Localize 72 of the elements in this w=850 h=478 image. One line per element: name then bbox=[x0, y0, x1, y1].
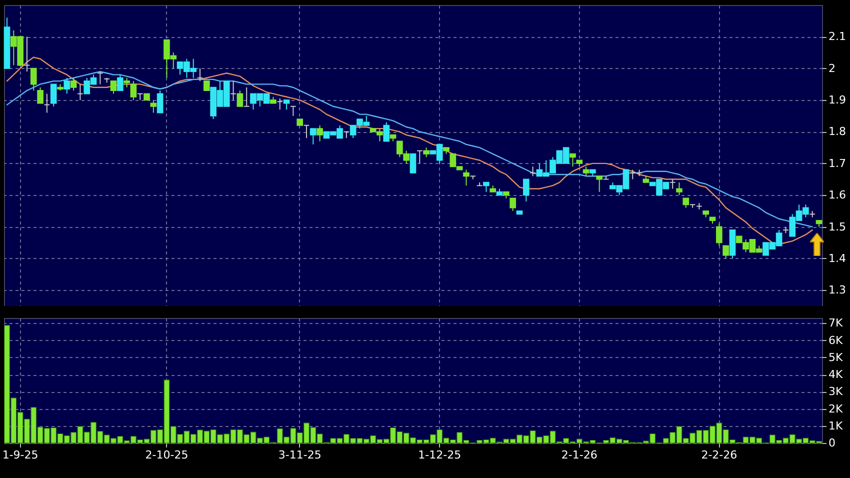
candlestick bbox=[290, 106, 296, 116]
x-tick-label: 1-12-25 bbox=[418, 448, 462, 462]
candlestick bbox=[97, 71, 104, 85]
candlestick bbox=[110, 80, 117, 94]
candlestick bbox=[204, 80, 210, 92]
x-tick-label: 3-11-25 bbox=[278, 448, 322, 462]
candlestick bbox=[676, 182, 682, 196]
y-tick-label: 1K bbox=[828, 419, 844, 432]
candlestick bbox=[64, 77, 70, 94]
y-tick-label: 2K bbox=[828, 402, 844, 416]
candlestick bbox=[383, 122, 390, 142]
candlestick bbox=[316, 124, 323, 142]
y-tick-label: 1.5 bbox=[828, 220, 846, 234]
candlestick bbox=[423, 147, 430, 158]
candlestick bbox=[463, 169, 470, 186]
candlestick bbox=[236, 90, 244, 107]
candlestick bbox=[70, 77, 77, 92]
y-tick-label: 2.1 bbox=[828, 30, 846, 44]
candlestick bbox=[116, 74, 124, 92]
y-tick-label: 1.3 bbox=[828, 284, 846, 297]
candlestick bbox=[150, 100, 157, 114]
candlestick bbox=[24, 36, 30, 72]
candlestick bbox=[343, 131, 350, 139]
candlestick bbox=[510, 198, 516, 212]
candlestick bbox=[716, 223, 722, 246]
y-tick-label: 6K bbox=[828, 334, 844, 347]
candlestick bbox=[669, 178, 676, 190]
candlestick bbox=[276, 98, 284, 110]
candlestick bbox=[470, 176, 476, 180]
candlestick bbox=[124, 77, 130, 88]
candlestick bbox=[522, 178, 530, 202]
candlestick bbox=[44, 93, 50, 114]
y-tick-label: 1.6 bbox=[828, 188, 846, 202]
candlestick bbox=[230, 80, 236, 101]
line-series bbox=[6, 56, 813, 245]
y-tick-label: 1.4 bbox=[828, 252, 846, 265]
candlestick bbox=[602, 176, 610, 180]
candlestick bbox=[50, 84, 57, 107]
candlestick bbox=[303, 124, 310, 139]
candlestick bbox=[416, 150, 423, 164]
candlestick bbox=[530, 166, 536, 177]
candlestick bbox=[596, 176, 603, 192]
candlestick bbox=[30, 68, 37, 92]
candlestick bbox=[722, 245, 729, 259]
candlestick bbox=[196, 68, 204, 82]
candlestick bbox=[410, 153, 416, 174]
y-tick-label: 5K bbox=[828, 350, 844, 364]
x-tick-label: 2-1-26 bbox=[561, 448, 598, 462]
candlestick bbox=[77, 84, 84, 101]
candlestick bbox=[689, 204, 696, 208]
candlestick bbox=[243, 86, 250, 107]
candlestick bbox=[136, 93, 144, 101]
y-tick-label: 3K bbox=[828, 385, 844, 398]
candlestick bbox=[483, 182, 490, 192]
y-tick-label: 4K bbox=[828, 368, 844, 382]
candlestick bbox=[310, 128, 316, 145]
candlestick bbox=[283, 100, 290, 110]
candlestick bbox=[130, 80, 137, 101]
candlestick bbox=[682, 198, 690, 208]
candlestick bbox=[582, 166, 590, 177]
y-tick-label: 0 bbox=[828, 436, 836, 450]
candlestick bbox=[37, 86, 44, 104]
x-tick-label: 1-9-25 bbox=[2, 448, 38, 462]
y-tick-label: 1.8 bbox=[828, 125, 846, 138]
y-tick-label: 1.9 bbox=[828, 94, 846, 107]
x-tick-label: 2-10-25 bbox=[145, 448, 188, 462]
candlestick bbox=[156, 90, 164, 114]
y-tick-label: 2 bbox=[828, 62, 836, 75]
candlestick bbox=[570, 153, 576, 168]
y-tick-label: 7K bbox=[828, 316, 844, 330]
y-tick-label: 1.7 bbox=[828, 156, 846, 170]
x-tick-label: 2-2-26 bbox=[701, 448, 738, 462]
